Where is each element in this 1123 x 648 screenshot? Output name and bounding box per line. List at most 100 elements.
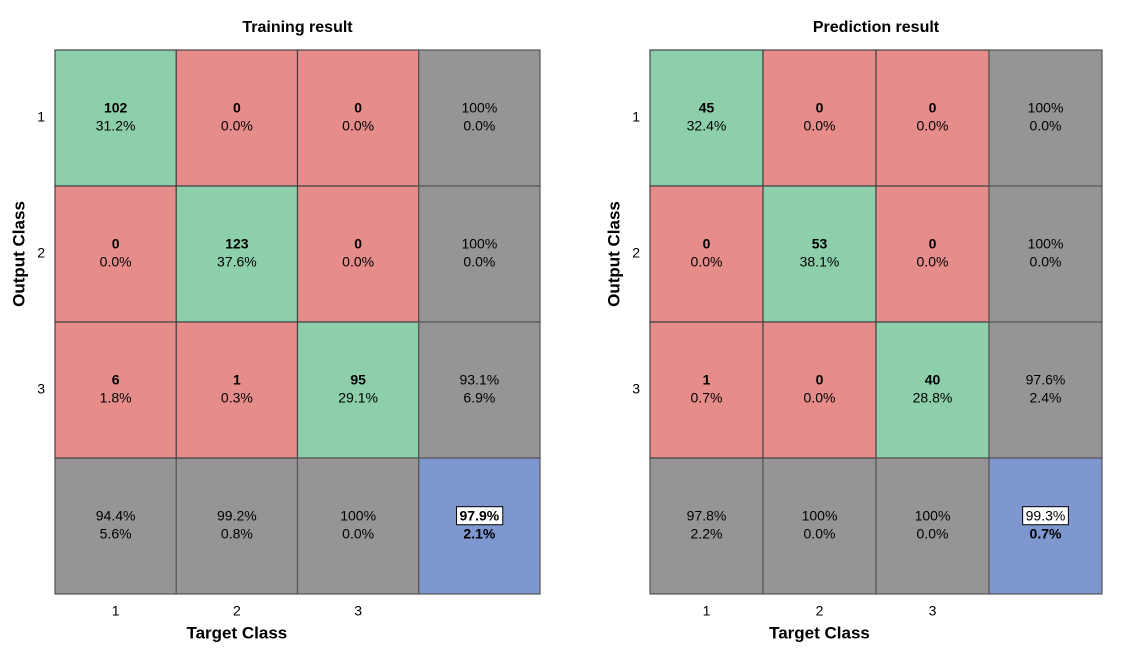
cell — [649, 49, 764, 187]
cell-label: 0.7% — [691, 390, 723, 406]
overall-correct: 99.3% — [1026, 508, 1066, 524]
cell-label: 0.0% — [342, 254, 374, 270]
x-tick-label: 3 — [929, 603, 937, 619]
cell-label: 0 — [816, 372, 824, 388]
col-summary-cell — [175, 457, 299, 595]
cell — [649, 185, 764, 323]
row-summary-cell — [988, 321, 1103, 459]
col-summary-cell — [54, 457, 177, 595]
cell-label: 0.0% — [804, 390, 836, 406]
y-axis-label: Output Class — [604, 201, 623, 307]
cell-label: 0 — [112, 236, 120, 252]
cell-label: 40 — [925, 372, 941, 388]
cell-label: 93.1% — [460, 372, 500, 388]
cell-label: 1 — [233, 372, 241, 388]
cell-label: 0.0% — [463, 118, 495, 134]
y-tick-label: 2 — [37, 245, 45, 261]
y-tick-label: 1 — [37, 109, 45, 125]
cell-label: 100% — [461, 236, 497, 252]
cell-label: 0.0% — [463, 254, 495, 270]
col-summary-cell — [296, 457, 420, 595]
cell-label: 0.0% — [342, 118, 374, 134]
cell — [54, 49, 177, 187]
x-tick-label: 2 — [816, 603, 824, 619]
cell-label: 0.3% — [221, 390, 253, 406]
cell-label: 0 — [233, 100, 241, 116]
x-axis-label: Target Class — [769, 623, 870, 642]
cell — [296, 321, 420, 459]
cell — [762, 49, 877, 187]
cell-label: 0 — [703, 236, 711, 252]
cell-label: 100% — [461, 100, 497, 116]
cell-label: 0.0% — [342, 526, 374, 542]
row-summary-cell — [418, 49, 541, 187]
cell-label: 100% — [802, 508, 838, 524]
cell-label: 45 — [699, 100, 715, 116]
y-tick-label: 3 — [37, 381, 45, 397]
cell-label: 0.8% — [221, 526, 253, 542]
cell-label: 100% — [340, 508, 376, 524]
cell — [175, 321, 299, 459]
cell-label: 0.0% — [917, 526, 949, 542]
cell — [875, 321, 990, 459]
cell — [296, 185, 420, 323]
cell-label: 1.8% — [100, 390, 132, 406]
cell-label: 28.8% — [913, 390, 953, 406]
cell-label: 32.4% — [687, 118, 727, 134]
cell-label: 38.1% — [800, 254, 840, 270]
chart-title: Training result — [242, 19, 353, 36]
cell-label: 1 — [703, 372, 711, 388]
chart-title: Prediction result — [813, 19, 940, 36]
x-tick-label: 1 — [112, 603, 120, 619]
cell-label: 0.0% — [917, 118, 949, 134]
y-axis-label: Output Class — [9, 201, 28, 307]
cell-label: 6 — [112, 372, 120, 388]
cell-label: 123 — [225, 236, 249, 252]
cell-label: 31.2% — [96, 118, 136, 134]
cell-label: 97.6% — [1026, 372, 1066, 388]
y-tick-label: 1 — [632, 109, 640, 125]
confusion-chart: Training result Target Class Output Class 1… — [9, 19, 541, 642]
row-summary-cell — [988, 49, 1103, 187]
confusion-chart: Prediction result Target Class Output Clas… — [604, 19, 1103, 642]
cell-label: 6.9% — [463, 390, 495, 406]
cell — [875, 49, 990, 187]
x-tick-label: 2 — [233, 603, 241, 619]
col-summary-cell — [649, 457, 764, 595]
cell-label: 94.4% — [96, 508, 136, 524]
cell — [296, 49, 420, 187]
cell — [875, 185, 990, 323]
cell-label: 99.2% — [217, 508, 257, 524]
col-summary-cell — [762, 457, 877, 595]
x-tick-label: 1 — [703, 603, 711, 619]
cell-label: 95 — [350, 372, 366, 388]
overall-error: 0.7% — [1030, 526, 1062, 542]
cell-label: 0.0% — [100, 254, 132, 270]
cell-label: 5.6% — [100, 526, 132, 542]
cell — [54, 185, 177, 323]
overall-box — [456, 506, 504, 526]
cell-label: 29.1% — [338, 390, 378, 406]
overall-cell — [418, 457, 541, 595]
overall-box — [1022, 506, 1069, 526]
x-axis-label: Target Class — [186, 623, 287, 642]
cell-label: 100% — [915, 508, 951, 524]
cell-label: 0 — [929, 100, 937, 116]
cell-label: 0.0% — [1030, 254, 1062, 270]
cell-label: 97.8% — [687, 508, 727, 524]
cell-label: 100% — [1028, 100, 1064, 116]
cell — [762, 185, 877, 323]
cell-label: 0 — [354, 100, 362, 116]
overall-error: 2.1% — [463, 526, 495, 542]
cell-label: 0.0% — [1030, 118, 1062, 134]
cell-label: 0 — [354, 236, 362, 252]
y-tick-label: 2 — [632, 245, 640, 261]
cell-label: 53 — [812, 236, 828, 252]
y-tick-label: 3 — [632, 381, 640, 397]
cell-label: 0.0% — [691, 254, 723, 270]
cell-label: 0 — [929, 236, 937, 252]
cell — [175, 49, 299, 187]
x-tick-label: 3 — [354, 603, 362, 619]
overall-cell — [988, 457, 1103, 595]
